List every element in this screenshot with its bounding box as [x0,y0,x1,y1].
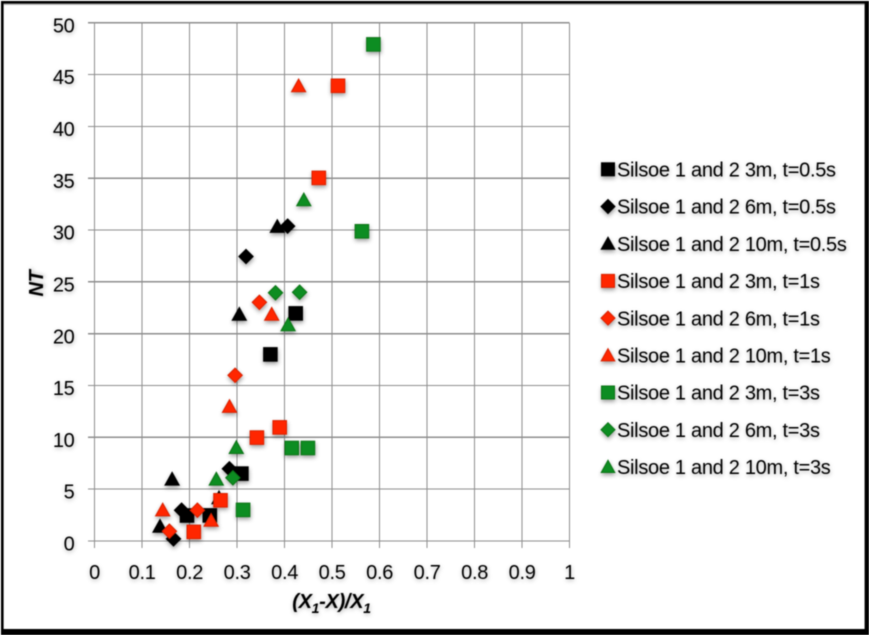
svg-text:5: 5 [64,482,75,504]
svg-text:0.1: 0.1 [129,562,156,584]
svg-text:Silsoe 1 and 2 6m, t=0.5s: Silsoe 1 and 2 6m, t=0.5s [617,197,836,219]
svg-text:0.5: 0.5 [319,562,346,584]
svg-text:Silsoe 1 and 2 6m, t=1s: Silsoe 1 and 2 6m, t=1s [617,308,820,330]
svg-text:30: 30 [53,223,75,245]
svg-text:15: 15 [53,378,75,400]
svg-text:0.8: 0.8 [461,562,488,584]
svg-text:40: 40 [53,119,75,141]
svg-text:Silsoe 1 and 2 10m, t=0.5s: Silsoe 1 and 2 10m, t=0.5s [617,234,847,256]
svg-text:0.4: 0.4 [271,562,298,584]
svg-text:0.9: 0.9 [509,562,536,584]
svg-text:0: 0 [89,562,100,584]
svg-text:45: 45 [53,67,75,89]
svg-text:35: 35 [53,171,75,193]
svg-text:25: 25 [53,274,75,296]
svg-text:0.3: 0.3 [224,562,251,584]
svg-text:0.7: 0.7 [414,562,441,584]
svg-text:0.6: 0.6 [366,562,393,584]
svg-text:50: 50 [53,15,75,37]
svg-text:NT: NT [26,268,48,296]
svg-text:0: 0 [64,534,75,556]
svg-text:Silsoe 1 and 2 3m, t=3s: Silsoe 1 and 2 3m, t=3s [617,383,820,405]
svg-text:Silsoe 1 and 2 10m, t=3s: Silsoe 1 and 2 10m, t=3s [617,457,831,479]
svg-text:Silsoe 1 and 2 6m, t=3s: Silsoe 1 and 2 6m, t=3s [617,420,820,442]
svg-text:20: 20 [53,326,75,348]
svg-text:Silsoe 1 and 2 3m, t=0.5s: Silsoe 1 and 2 3m, t=0.5s [617,160,836,182]
svg-text:Silsoe 1 and 2 3m, t=1s: Silsoe 1 and 2 3m, t=1s [617,271,820,293]
svg-text:10: 10 [53,430,75,452]
svg-text:(X1-X)/X1: (X1-X)/X1 [292,591,371,616]
svg-text:Silsoe 1 and 2 10m, t=1s: Silsoe 1 and 2 10m, t=1s [617,346,831,368]
svg-text:0.2: 0.2 [176,562,203,584]
svg-text:1: 1 [564,562,575,584]
